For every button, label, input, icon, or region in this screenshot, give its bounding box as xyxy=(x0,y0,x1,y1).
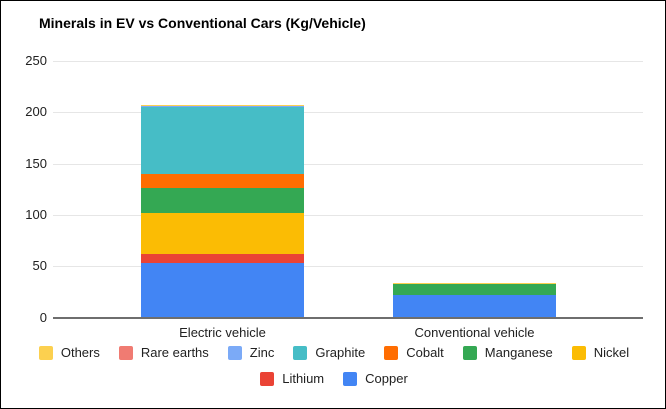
bar-segment-electric-vehicle-copper[interactable] xyxy=(141,262,304,318)
legend-swatch-cobalt xyxy=(384,345,399,360)
gridline xyxy=(53,214,643,216)
bar-segment-electric-vehicle-nickel[interactable] xyxy=(141,212,304,254)
legend-label: Others xyxy=(60,345,100,360)
legend-item-graphite: Graphite xyxy=(293,345,365,360)
legend-label: Nickel xyxy=(593,345,630,360)
legend-row: Lithium Copper xyxy=(1,371,665,386)
legend-label: Rare earths xyxy=(140,345,209,360)
gridline xyxy=(53,61,643,62)
legend-item-manganese: Manganese xyxy=(462,345,553,360)
bar-segment-electric-vehicle-manganese[interactable] xyxy=(141,187,304,213)
gridline xyxy=(53,163,643,165)
gridline xyxy=(53,112,643,114)
bar-segment-electric-vehicle-graphite[interactable] xyxy=(141,106,304,175)
legend-label: Lithium xyxy=(282,371,325,386)
legend-swatch-rare-earths xyxy=(118,345,133,360)
bar-segment-electric-vehicle-lithium[interactable] xyxy=(141,253,304,263)
legend-item-lithium: Lithium xyxy=(260,371,324,386)
y-tick-label: 150 xyxy=(25,155,47,171)
legend-label: Cobalt xyxy=(406,345,444,360)
legend-swatch-zinc xyxy=(227,345,242,360)
legend-item-nickel: Nickel xyxy=(571,345,630,360)
x-axis-line xyxy=(53,316,643,319)
legend-label: Copper xyxy=(365,371,408,386)
y-tick-label: 250 xyxy=(25,53,47,68)
legend-item-cobalt: Cobalt xyxy=(384,345,444,360)
legend-swatch-graphite xyxy=(293,345,308,360)
bar-segment-electric-vehicle-rare-earths[interactable] xyxy=(141,105,304,106)
x-axis-label-conventional-vehicle: Conventional vehicle xyxy=(414,325,535,340)
chart-title: Minerals in EV vs Conventional Cars (Kg/… xyxy=(39,15,366,31)
legend-item-copper: Copper xyxy=(343,371,408,386)
legend-label: Zinc xyxy=(249,345,275,360)
bar-segment-conventional-vehicle-manganese[interactable] xyxy=(393,283,556,295)
legend-item-zinc: Zinc xyxy=(227,345,275,360)
legend-swatch-copper xyxy=(343,371,358,386)
y-tick-label: 0 xyxy=(39,309,47,325)
legend-label: Manganese xyxy=(484,345,553,360)
legend-swatch-nickel xyxy=(571,345,586,360)
y-tick-label: 100 xyxy=(25,206,47,222)
gridline xyxy=(53,266,643,268)
legend-item-others: Others xyxy=(38,345,100,360)
legend-swatch-lithium xyxy=(260,371,275,386)
legend-swatch-manganese xyxy=(462,345,477,360)
legend-row: Others Rare earths Zinc Graphite Cobalt Manga… xyxy=(1,345,665,360)
y-tick-label: 50 xyxy=(32,258,47,274)
x-axis-label-electric-vehicle: Electric vehicle xyxy=(179,325,266,340)
legend-label: Graphite xyxy=(315,345,366,360)
legend-swatch-others xyxy=(38,345,53,360)
legend-item-rare-earths: Rare earths xyxy=(118,345,209,360)
bar-segment-conventional-vehicle-copper[interactable] xyxy=(393,294,556,318)
y-tick-label: 200 xyxy=(25,104,47,120)
bar-segment-electric-vehicle-cobalt[interactable] xyxy=(141,174,304,188)
